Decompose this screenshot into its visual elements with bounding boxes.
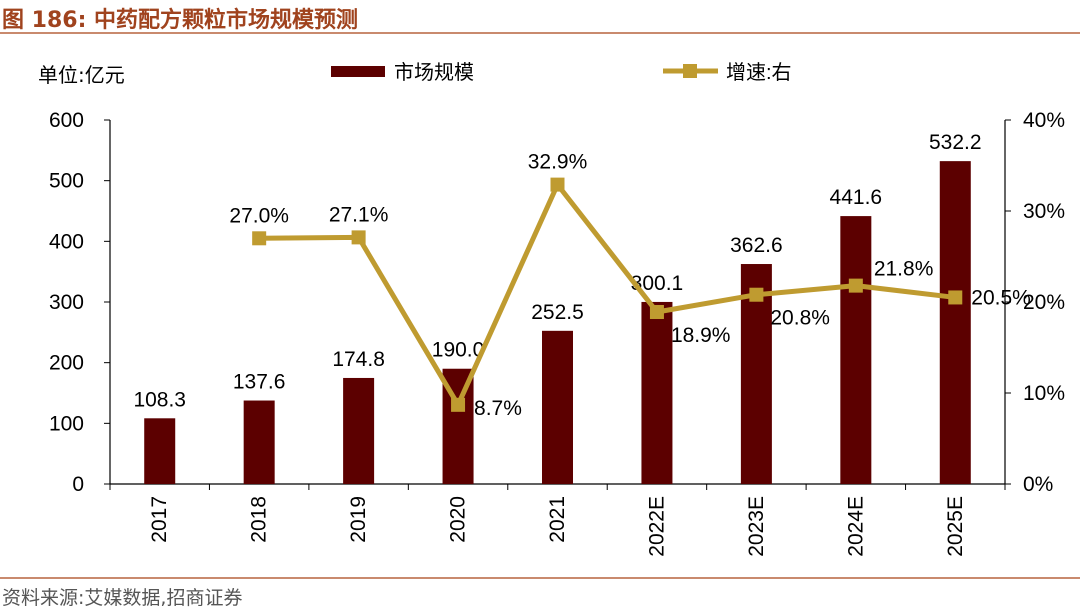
- bar-2017: [144, 418, 176, 484]
- bottom-divider: [0, 577, 1080, 579]
- right-tick-label: 20%: [1023, 291, 1065, 314]
- growth-marker-2023E: [749, 287, 764, 302]
- bar-label-2021: 252.5: [531, 301, 584, 324]
- growth-marker-2022E: [649, 305, 664, 320]
- x-tick-label: 2022E: [645, 496, 668, 557]
- source-note: 资料来源:艾媒数据,招商证券: [2, 587, 243, 609]
- growth-marker-2024E: [848, 278, 863, 293]
- bar-series: [144, 161, 971, 484]
- right-tick-label: 30%: [1023, 200, 1065, 223]
- line-labels: 27.0% 27.1% 8.7% 32.9% 18.9% 20.8% 21.8% 20.5%: [229, 151, 1030, 420]
- bar-label-2025E: 532.2: [929, 131, 982, 154]
- bar-label-2023E: 362.6: [730, 234, 783, 257]
- bar-2018: [243, 400, 275, 484]
- top-divider: [0, 32, 1080, 34]
- line-series: [252, 177, 963, 412]
- right-tick-label: 0%: [1023, 473, 1053, 496]
- growth-label-2020: 8.7%: [474, 397, 522, 420]
- bar-2019: [343, 377, 375, 484]
- growth-label-2021: 32.9%: [528, 151, 588, 174]
- growth-marker-2021: [550, 177, 565, 192]
- x-tick-label: 2018: [248, 496, 271, 543]
- legend-bar-swatch: [331, 66, 385, 77]
- growth-label-2018: 27.0%: [229, 204, 289, 227]
- growth-marker-2018: [252, 231, 267, 246]
- x-tick-label: 2021: [546, 496, 569, 543]
- figure-title: 图 186: 中药配方颗粒市场规模预测: [2, 8, 359, 33]
- growth-marker-2020: [451, 397, 466, 412]
- legend-bar-label: 市场规模: [394, 61, 474, 84]
- right-tick-label: 40%: [1023, 109, 1065, 132]
- left-tick-label: 0: [72, 473, 84, 496]
- growth-label-2024E: 21.8%: [874, 258, 934, 281]
- bar-label-2022E: 300.1: [631, 272, 684, 295]
- right-tick-label: 10%: [1023, 382, 1065, 405]
- bar-label-2024E: 441.6: [830, 186, 883, 209]
- unit-label: 单位:亿元: [38, 63, 125, 87]
- figure-header: 图 186: 中药配方颗粒市场规模预测: [0, 0, 1080, 34]
- growth-label-2025E: 20.5%: [971, 286, 1031, 309]
- x-tick-label: 2023E: [745, 496, 768, 557]
- left-tick-label: 500: [49, 170, 84, 193]
- growth-marker-2025E: [948, 290, 963, 305]
- x-tick-label: 2025E: [944, 496, 967, 557]
- bar-label-2017: 108.3: [133, 388, 186, 411]
- bar-2022E: [641, 301, 673, 484]
- bar-labels: 108.3 137.6 174.8 190.0 252.5 300.1 362.6 441.6…: [133, 131, 981, 411]
- left-tick-label: 300: [49, 291, 84, 314]
- growth-label-2019: 27.1%: [329, 203, 389, 226]
- bar-label-2020: 190.0: [432, 339, 485, 362]
- axes: 0 100 200 300 400 500 600 0% 10% 20% 30% 40% 2017 201…: [49, 109, 1065, 557]
- bar-label-2018: 137.6: [233, 371, 286, 394]
- growth-line: [259, 182, 956, 408]
- x-tick-label: 2019: [347, 496, 370, 543]
- x-tick-label: 2017: [148, 496, 171, 543]
- chart: 单位:亿元 市场规模 增速:右 01002003004005006000%10%2…: [38, 61, 1065, 557]
- left-tick-label: 400: [49, 230, 84, 253]
- left-tick-label: 200: [49, 352, 84, 375]
- growth-marker-2019: [351, 230, 366, 245]
- left-tick-label: 600: [49, 109, 84, 132]
- left-tick-label: 100: [49, 412, 84, 435]
- x-tick-label: 2024E: [844, 496, 867, 557]
- bar-2024E: [840, 216, 872, 484]
- bar-label-2019: 174.8: [332, 348, 385, 371]
- growth-label-2023E: 20.8%: [770, 307, 830, 330]
- legend-line-marker: [683, 64, 697, 78]
- x-tick-label: 2020: [447, 496, 470, 543]
- legend-line-label: 增速:右: [726, 61, 792, 84]
- bar-2021: [542, 330, 573, 484]
- growth-label-2022E: 18.9%: [671, 324, 731, 347]
- legend: 市场规模 增速:右: [331, 61, 792, 84]
- bar-2025E: [939, 161, 971, 484]
